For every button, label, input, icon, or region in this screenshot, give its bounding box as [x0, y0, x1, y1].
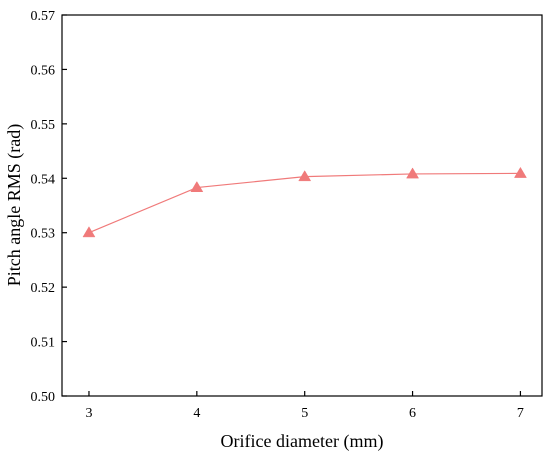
y-axis: 0.50 0.51 0.52 0.53 0.54 0.55 0.56 0.57	[31, 9, 67, 405]
y-tick-label: 0.53	[31, 227, 56, 242]
x-axis: 3 4 5 6 7	[85, 391, 524, 421]
x-tick-label: 5	[301, 406, 308, 421]
data-point-marker	[82, 226, 96, 238]
y-tick-label: 0.56	[31, 63, 56, 78]
y-tick-label: 0.55	[31, 118, 56, 133]
plot-frame	[61, 14, 543, 397]
data-point-marker	[406, 167, 419, 179]
data-point-marker	[190, 181, 204, 192]
y-tick-label: 0.52	[31, 281, 56, 296]
data-point-marker	[513, 166, 527, 178]
x-axis-title: Orifice diameter (mm)	[221, 431, 384, 452]
y-tick-label: 0.54	[31, 172, 56, 187]
y-tick-label: 0.51	[31, 336, 56, 351]
y-axis-title: Pitch angle RMS (rad)	[4, 124, 25, 286]
data-point-marker	[298, 170, 312, 182]
x-tick-label: 4	[193, 406, 200, 421]
series-line	[88, 172, 521, 234]
y-tick-label: 0.50	[31, 390, 56, 405]
x-tick-label: 7	[517, 406, 524, 421]
x-tick-label: 6	[409, 406, 416, 421]
x-tick-label: 3	[85, 406, 92, 421]
series-group	[82, 166, 527, 238]
y-tick-label: 0.57	[31, 9, 56, 24]
plot-border	[61, 14, 543, 397]
